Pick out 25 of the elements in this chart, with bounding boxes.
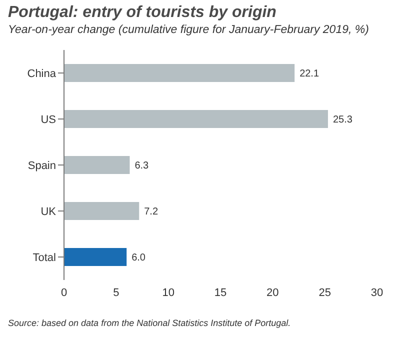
- bar: [64, 156, 130, 174]
- data-label: 7.2: [144, 206, 158, 218]
- bar: [64, 64, 295, 82]
- bar: [64, 248, 127, 266]
- x-tick-label: 10: [162, 286, 174, 299]
- x-tick-label: 5: [113, 286, 120, 299]
- source-note: Source: based on data from the National Statistics Institute of Portugal.: [8, 318, 291, 328]
- x-tick-label: 0: [60, 286, 68, 299]
- x-tick-label: 15: [214, 286, 227, 299]
- data-label: 6.3: [134, 160, 150, 172]
- chart-title: Portugal: entry of tourists by origin: [8, 4, 276, 22]
- y-tick-label: Spain: [28, 160, 56, 172]
- y-tick-label: Total: [32, 252, 56, 264]
- data-label: 22.1: [300, 68, 320, 80]
- data-label: 6.0: [132, 252, 146, 264]
- x-tick-label: 30: [370, 286, 384, 299]
- x-tick-label: 25: [318, 286, 331, 299]
- bar: [64, 202, 140, 220]
- y-tick-label: China: [27, 68, 57, 80]
- bar: [64, 110, 328, 128]
- x-tick-label: 20: [266, 286, 279, 299]
- data-label: 25.3: [332, 114, 353, 126]
- y-tick-label: UK: [40, 206, 57, 218]
- chart-subtitle: Year-on-year change (cumulative figure for January-February 2019, %): [8, 24, 369, 36]
- y-tick-label: US: [40, 114, 56, 126]
